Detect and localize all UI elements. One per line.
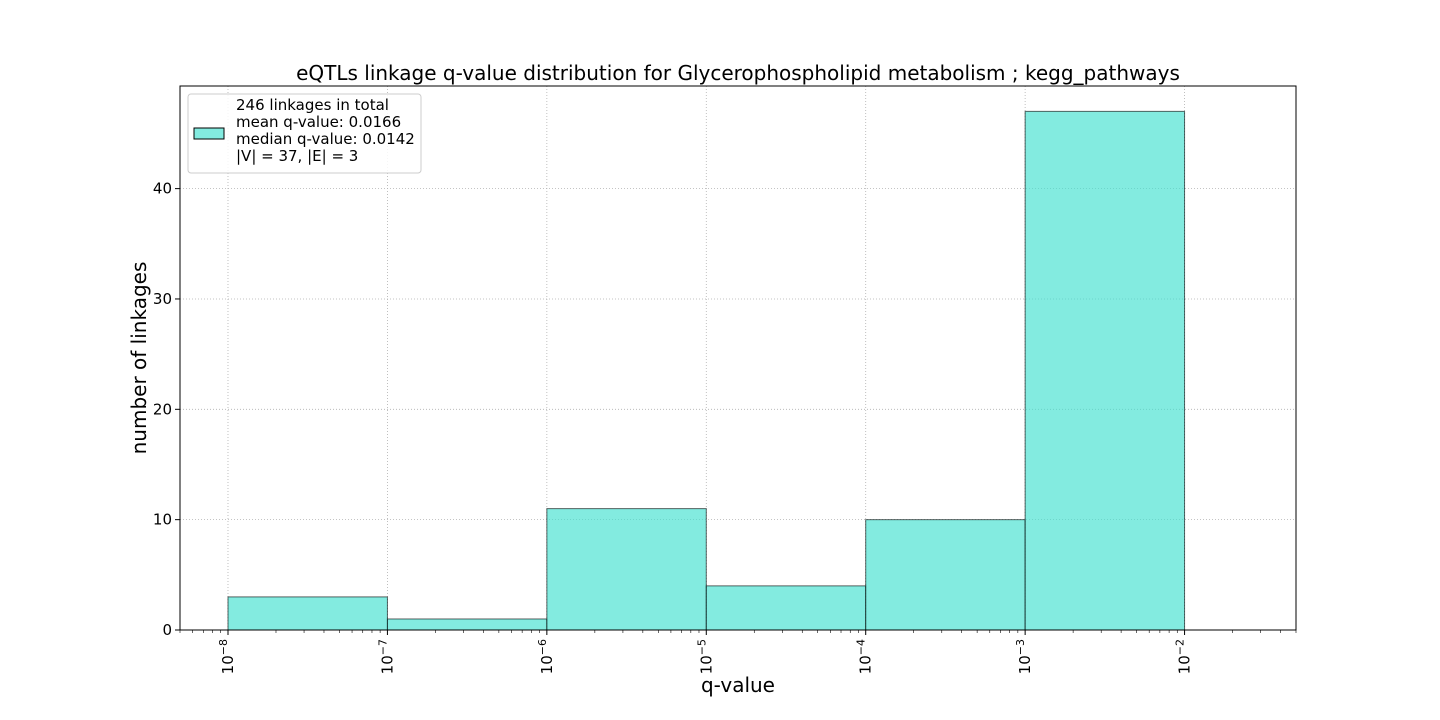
legend-line-1: 246 linkages in total bbox=[236, 96, 389, 114]
plot-frame bbox=[179, 85, 1297, 631]
legend-line-2: mean q-value: 0.0166 bbox=[236, 113, 401, 131]
x-tick-label: 10−6 bbox=[536, 639, 556, 674]
y-axis: 0 10 20 30 40 bbox=[153, 180, 180, 639]
x-tick-label: 10−8 bbox=[217, 639, 237, 674]
histogram-bar bbox=[865, 519, 1026, 631]
x-tick-label: 10−4 bbox=[855, 639, 875, 674]
x-axis-label: q-value bbox=[701, 673, 775, 697]
legend-swatch bbox=[193, 127, 225, 140]
histogram-bar bbox=[546, 508, 707, 631]
y-tick-label: 10 bbox=[153, 511, 172, 529]
histogram-bar bbox=[227, 596, 388, 631]
bars bbox=[227, 110, 1186, 631]
chart-title: eQTLs linkage q-value distribution for G… bbox=[296, 61, 1180, 85]
legend: 246 linkages in total mean q-value: 0.01… bbox=[187, 93, 422, 174]
x-tick-label: 10−7 bbox=[376, 639, 396, 674]
y-axis-label: number of linkages bbox=[127, 262, 151, 455]
y-tick-label: 20 bbox=[153, 400, 172, 418]
histogram-bar bbox=[705, 585, 867, 631]
x-tick-label: 10−2 bbox=[1174, 639, 1194, 674]
x-axis: 10−8 10−7 10−6 10−5 10−4 10−3 10−2 bbox=[179, 630, 1297, 674]
legend-line-4: |V| = 37, |E| = 3 bbox=[236, 147, 358, 165]
y-tick-label: 0 bbox=[162, 621, 172, 639]
legend-line-3: median q-value: 0.0142 bbox=[236, 130, 415, 148]
x-tick-label: 10−3 bbox=[1014, 639, 1034, 674]
y-tick-label: 40 bbox=[153, 180, 172, 198]
legend-box bbox=[187, 93, 422, 174]
histogram-bar bbox=[1024, 110, 1186, 631]
histogram-bar bbox=[386, 618, 548, 631]
x-tick-label: 10−5 bbox=[695, 639, 715, 674]
y-tick-label: 30 bbox=[153, 290, 172, 308]
